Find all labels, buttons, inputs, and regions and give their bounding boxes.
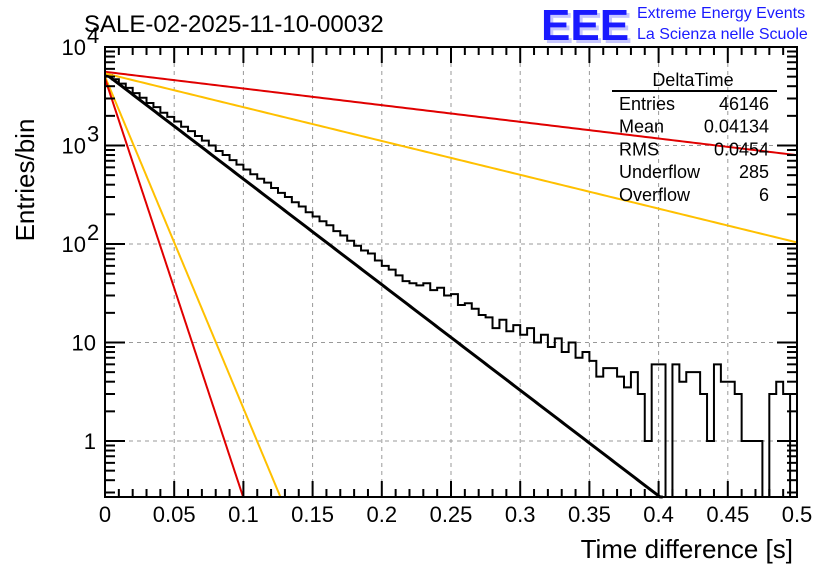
stats-value: 46146: [719, 94, 769, 114]
y-axis-title: Entries/bin: [10, 119, 40, 242]
fit-black: [104, 72, 663, 499]
x-tick-label: 0.15: [291, 502, 334, 527]
x-tick-label: 0.35: [568, 502, 611, 527]
fit-red-lower: [104, 78, 245, 498]
logo-mark-shadow: EEE: [544, 4, 632, 53]
stats-value: 6: [759, 185, 769, 205]
y-tick-label: 1: [84, 429, 96, 454]
stats-title: DeltaTime: [652, 70, 733, 90]
y-tick-exponent: 3: [87, 122, 99, 147]
x-tick-label: 0.45: [706, 502, 749, 527]
x-tick-label: 0.3: [505, 502, 536, 527]
fit-orange-lower: [104, 76, 282, 498]
x-tick-labels: 0 0.05 0.1 0.15 0.2 0.25 0.3 0.35 0.4 0.45 0.5: [99, 502, 812, 527]
x-tick-label: 0.4: [643, 502, 674, 527]
fit-curves: [104, 70, 798, 499]
stats-label: RMS: [619, 139, 659, 159]
logo-line2: La Scienza nelle Scuole: [637, 26, 808, 43]
logo: EEE EEE Extreme Energy Events La Scienza…: [541, 1, 808, 53]
y-tick-exponent: 4: [87, 23, 99, 48]
axes: [104, 46, 798, 498]
stats-label: Underflow: [619, 162, 701, 182]
y-tick-label: 10: [62, 232, 86, 257]
fit-red-upper: [104, 70, 798, 157]
fit-orange-upper: [104, 72, 798, 244]
grid: [105, 47, 797, 497]
x-tick-label: 0.5: [782, 502, 813, 527]
stats-label: Overflow: [619, 185, 691, 205]
y-tick-label: 10: [62, 134, 86, 159]
x-tick-label: 0.1: [228, 502, 259, 527]
stats-value: 0.0454: [714, 139, 769, 159]
stats-value: 285: [739, 162, 769, 182]
stats-value: 0.04134: [704, 117, 769, 137]
y-tick-label: 10: [72, 331, 96, 356]
stats-label: Mean: [619, 117, 664, 137]
y-tick-label: 10: [62, 35, 86, 60]
x-tick-label: 0.05: [153, 502, 196, 527]
logo-mark: EEE: [541, 1, 629, 50]
stats-box: DeltaTime Entries 46146 Mean 0.04134 RMS 0.04…: [612, 70, 777, 205]
x-tick-label: 0.2: [367, 502, 398, 527]
logo-line1: Extreme Energy Events: [637, 5, 805, 22]
x-tick-label: 0.25: [430, 502, 473, 527]
x-tick-label: 0: [99, 502, 111, 527]
stats-rows: Entries 46146 Mean 0.04134 RMS 0.0454 Underflo…: [619, 94, 769, 205]
y-tick-exponent: 2: [87, 220, 99, 245]
chart-title: SALE-02-2025-11-10-00032: [84, 11, 384, 38]
x-axis-title: Time difference [s]: [581, 534, 793, 564]
stats-label: Entries: [619, 94, 675, 114]
